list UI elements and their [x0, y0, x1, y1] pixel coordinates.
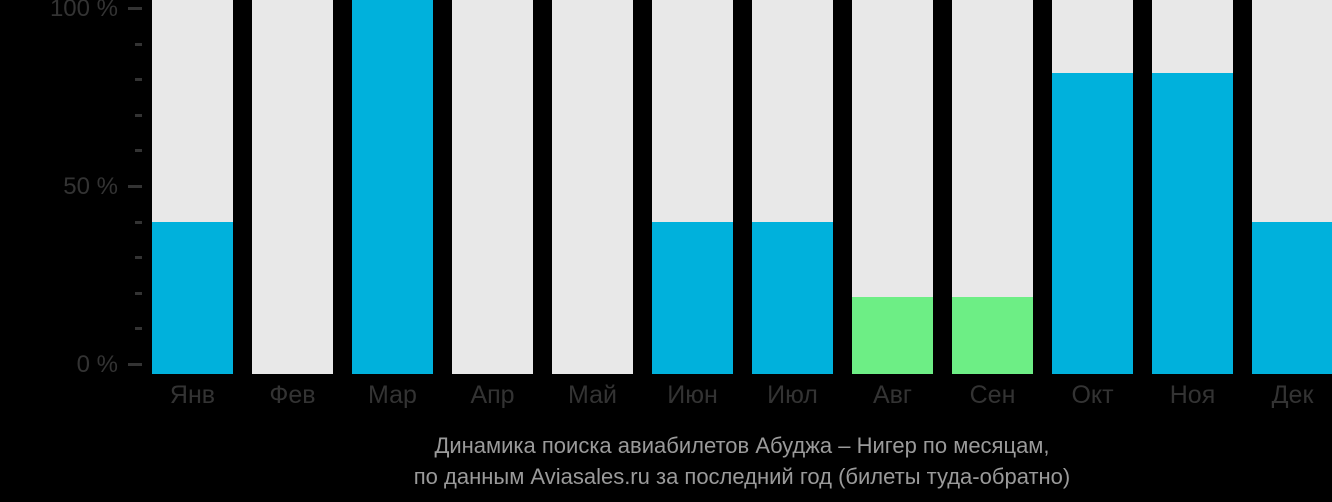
bar-fill — [852, 296, 933, 374]
y-axis-major-tick — [128, 7, 142, 10]
x-axis-label: Мар — [368, 381, 417, 409]
bar-track — [252, 0, 333, 374]
y-axis-minor-tick — [135, 220, 142, 224]
bar-column — [452, 0, 533, 374]
caption: Динамика поиска авиабилетов Абуджа – Ниг… — [152, 430, 1332, 492]
bar-column — [1052, 0, 1133, 374]
x-axis-label: Янв — [169, 381, 216, 409]
x-axis-label: Фев — [269, 381, 316, 409]
bar-column — [552, 0, 633, 374]
y-axis-minor-tick — [135, 256, 142, 260]
caption-line1: Динамика поиска авиабилетов Абуджа – Ниг… — [434, 433, 1050, 458]
y-axis-major-tick — [128, 363, 142, 366]
x-axis-label: Июл — [767, 381, 818, 409]
y-axis-minor-tick — [135, 78, 142, 82]
x-axis-label: Ноя — [1169, 381, 1216, 409]
bar-column — [152, 0, 233, 374]
y-axis-minor-tick — [135, 291, 142, 295]
y-axis-minor-tick — [135, 113, 142, 117]
bar-column — [752, 0, 833, 374]
bar-fill — [1252, 222, 1332, 374]
bar-column — [852, 0, 933, 374]
bar-fill — [352, 0, 433, 374]
bar-fill — [1052, 72, 1133, 374]
bar-track — [552, 0, 633, 374]
bar-column — [352, 0, 433, 374]
bar-fill — [152, 222, 233, 374]
bar-fill — [952, 296, 1033, 374]
x-axis-label: Дек — [1271, 381, 1314, 409]
x-axis-label: Июн — [667, 381, 718, 409]
bar-column — [252, 0, 333, 374]
x-axis-label: Авг — [872, 381, 913, 409]
y-axis-tick-label: 100 % — [49, 0, 118, 22]
x-axis-label: Сен — [969, 381, 1016, 409]
bar-column — [1152, 0, 1233, 374]
y-axis-tick-label: 0 % — [76, 350, 118, 378]
bar-fill — [652, 222, 733, 374]
y-axis-minor-tick — [135, 42, 142, 46]
y-axis-tick-label: 50 % — [63, 172, 118, 200]
y-axis-minor-tick — [135, 327, 142, 331]
x-axis-label: Окт — [1071, 381, 1114, 409]
bar-column — [952, 0, 1033, 374]
caption-line2: по данным Aviasales.ru за последний год … — [413, 464, 1071, 489]
bar-fill — [752, 222, 833, 374]
y-axis-major-tick — [128, 185, 142, 188]
y-axis-minor-tick — [135, 149, 142, 153]
x-axis-label: Апр — [470, 381, 515, 409]
bar-track — [452, 0, 533, 374]
bar-fill — [1152, 72, 1233, 374]
bar-column — [1252, 0, 1332, 374]
bar-column — [652, 0, 733, 374]
x-axis-label: Май — [568, 381, 617, 409]
